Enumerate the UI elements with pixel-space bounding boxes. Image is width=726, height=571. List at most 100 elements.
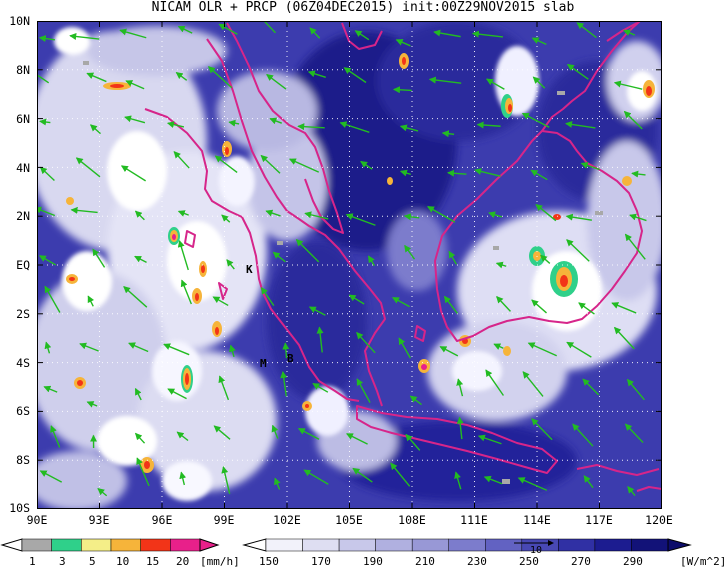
olr-colorbar-swatch <box>375 538 413 552</box>
indochina-coast <box>341 22 383 50</box>
wind-vector <box>566 239 590 262</box>
wind-vector <box>623 29 636 37</box>
wind-vector <box>583 475 594 489</box>
station-marker-b: B <box>287 352 294 365</box>
wind-vectors <box>37 21 647 497</box>
wind-vector <box>531 418 553 441</box>
lat-label: 6N <box>16 112 30 126</box>
wind-vector <box>221 214 231 223</box>
wind-vector <box>403 213 420 221</box>
wind-vector <box>627 485 636 497</box>
wind-vector <box>297 427 320 440</box>
wind-vector <box>404 244 416 260</box>
lon-label: 90E <box>26 513 48 527</box>
wind-vector <box>308 306 326 316</box>
wind-vector <box>448 250 458 265</box>
lon-label: 99E <box>213 513 235 527</box>
olr-unit: [W/m^2] <box>680 555 726 568</box>
wind-vector <box>134 432 146 444</box>
wind-vector <box>611 302 637 314</box>
wind-vector <box>443 295 458 314</box>
olr-colorbar-swatch <box>558 538 596 552</box>
wind-vector <box>177 240 189 271</box>
wind-vector <box>565 120 596 129</box>
thai-coast <box>226 22 344 234</box>
precip-tick: 10 <box>116 555 130 568</box>
wind-vector <box>125 80 145 90</box>
wind-vector <box>272 251 286 263</box>
wind-vector <box>522 371 544 397</box>
coastlines <box>144 21 662 492</box>
lat-label: 8S <box>16 453 30 467</box>
wind-vector <box>532 76 546 89</box>
borneo-north-coast <box>541 21 641 132</box>
olr-tick: 190 <box>363 555 383 568</box>
precip-tick: 3 <box>59 555 66 568</box>
wind-vector <box>38 35 55 43</box>
olr-tick: 230 <box>467 555 487 568</box>
map-title: NICAM OLR + PRCP (06Z04DEC2015) init:00Z… <box>151 0 575 15</box>
wind-vector <box>631 170 646 178</box>
wind-vector <box>356 331 376 354</box>
wind-vector <box>89 124 101 135</box>
wind-vector <box>531 299 547 314</box>
wind-vector <box>207 66 233 89</box>
wind-vector <box>427 205 456 223</box>
vector-reference-arrow <box>514 540 554 546</box>
wind-vector <box>86 401 98 408</box>
wind-vector <box>266 73 287 90</box>
wind-vector <box>348 294 365 305</box>
wind-vector <box>221 466 231 494</box>
wind-vector <box>79 342 99 352</box>
wind-vector <box>399 169 412 177</box>
wind-vector <box>367 255 375 266</box>
lon-label: 117E <box>585 513 613 527</box>
wind-vector <box>70 206 98 214</box>
wind-vector <box>488 211 503 219</box>
borneo-coastline <box>434 130 643 342</box>
wind-vector <box>392 296 410 308</box>
wind-vector <box>213 425 231 440</box>
wind-vector <box>447 169 467 177</box>
wind-vector <box>521 112 550 128</box>
wind-vector <box>428 76 462 84</box>
lat-label: 6S <box>16 404 30 418</box>
precip-tick: 5 <box>89 555 96 568</box>
wind-vector <box>265 209 281 217</box>
wind-vector <box>390 462 411 487</box>
lon-label: 120E <box>645 513 673 527</box>
wind-vector <box>297 123 325 131</box>
wind-vector <box>496 295 511 312</box>
wind-vector <box>128 342 149 353</box>
olr-colorbar-swatch <box>594 538 632 552</box>
java-coastline <box>356 405 558 474</box>
olr-tick: 210 <box>415 555 435 568</box>
wind-vector <box>177 25 193 34</box>
wind-vector <box>566 341 592 358</box>
wind-vector <box>626 378 645 401</box>
wind-vector <box>44 285 61 313</box>
wind-vector <box>39 166 55 182</box>
wind-vector <box>92 248 106 268</box>
wind-vector <box>39 118 51 126</box>
palawan-coast <box>606 22 638 42</box>
wind-vector <box>163 343 190 356</box>
wind-vector <box>175 72 188 81</box>
axis-ticks <box>37 21 662 509</box>
precip-tick: 20 <box>176 555 190 568</box>
wind-vector <box>454 471 462 490</box>
wind-vector <box>572 423 594 447</box>
olr-colorbar-swatch <box>338 538 376 552</box>
wind-vector <box>624 233 646 260</box>
wind-vector <box>629 213 647 222</box>
wind-vector <box>439 346 459 357</box>
wind-vector <box>409 395 422 406</box>
wind-vector <box>212 296 229 307</box>
lon-label: 108E <box>398 513 426 527</box>
wind-vector <box>39 470 63 483</box>
olr-tick: 250 <box>519 555 539 568</box>
wind-vector <box>269 117 282 125</box>
lat-label: 2S <box>16 307 30 321</box>
wind-vector <box>476 121 501 129</box>
simeulue-island <box>184 230 196 248</box>
